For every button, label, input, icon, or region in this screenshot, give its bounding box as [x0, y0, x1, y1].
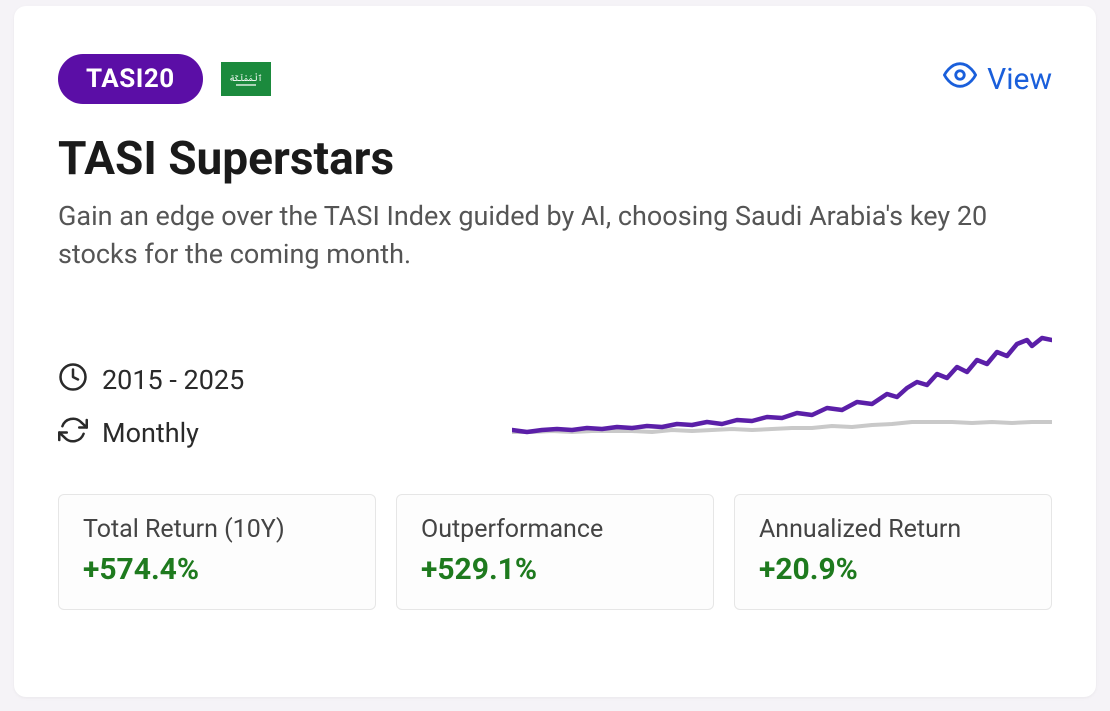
eye-icon: [943, 58, 977, 100]
ticker-badge: TASI20: [58, 54, 203, 104]
stats-row: Total Return (10Y) +574.4% Outperformanc…: [58, 494, 1052, 610]
refresh-icon: [58, 415, 88, 452]
period-text: 2015 - 2025: [102, 364, 244, 396]
view-link[interactable]: View: [943, 58, 1052, 100]
stat-value: +529.1%: [421, 552, 689, 587]
svg-text:ٱلْمَمْلَكَة: ٱلْمَمْلَكَة: [229, 73, 262, 83]
view-label: View: [987, 62, 1052, 97]
stat-label: Total Return (10Y): [83, 515, 351, 544]
stat-value: +574.4%: [83, 552, 351, 587]
mid-row: 2015 - 2025 Monthly: [58, 322, 1052, 452]
frequency-text: Monthly: [102, 417, 199, 449]
meta-column: 2015 - 2025 Monthly: [58, 362, 244, 452]
stat-total-return: Total Return (10Y) +574.4%: [58, 494, 376, 610]
stat-label: Outperformance: [421, 515, 689, 544]
meta-frequency: Monthly: [58, 415, 244, 452]
strategy-card: TASI20 ٱلْمَمْلَكَة View TASI Superstars…: [14, 6, 1096, 697]
stat-value: +20.9%: [759, 552, 1027, 587]
stat-label: Annualized Return: [759, 515, 1027, 544]
clock-icon: [58, 362, 88, 399]
meta-period: 2015 - 2025: [58, 362, 244, 399]
header-left: TASI20 ٱلْمَمْلَكَة: [58, 54, 271, 104]
stat-outperformance: Outperformance +529.1%: [396, 494, 714, 610]
strategy-title: TASI Superstars: [58, 132, 1052, 186]
strategy-description: Gain an edge over the TASI Index guided …: [58, 198, 1038, 274]
stat-annualized-return: Annualized Return +20.9%: [734, 494, 1052, 610]
header-row: TASI20 ٱلْمَمْلَكَة View: [58, 54, 1052, 104]
country-flag-sa: ٱلْمَمْلَكَة: [221, 62, 271, 96]
performance-chart: [512, 322, 1052, 452]
